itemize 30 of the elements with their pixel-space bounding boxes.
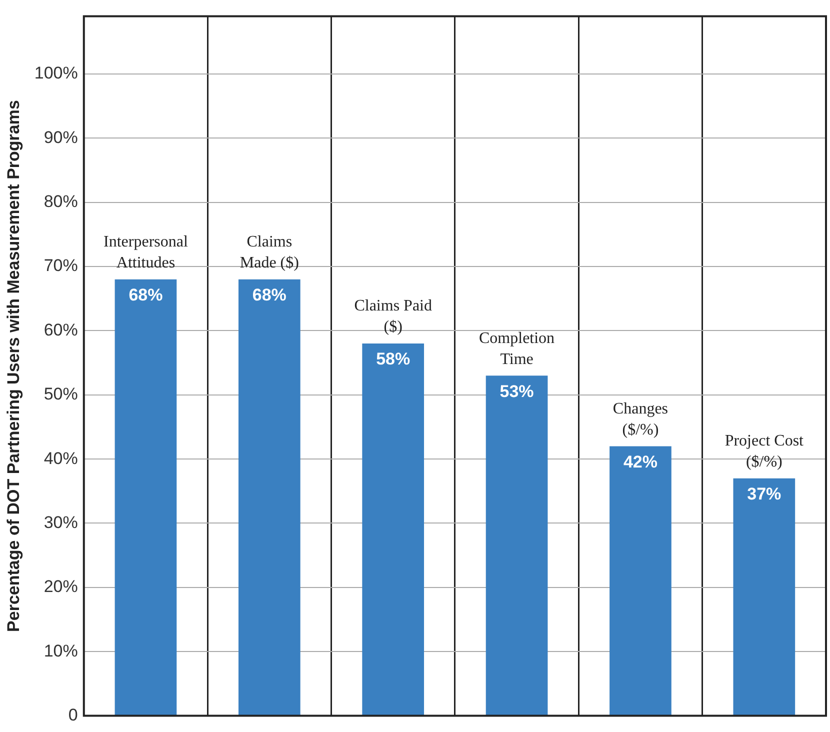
y-tick-label: 30% xyxy=(44,512,78,532)
y-tick-label: 50% xyxy=(44,384,78,404)
bar xyxy=(362,344,424,716)
data-label: 53% xyxy=(500,382,534,401)
y-tick-label: 0 xyxy=(68,705,78,724)
y-tick-label: 20% xyxy=(44,577,78,596)
x-tick-label: Claims Made ($) xyxy=(240,234,299,272)
y-tick-label: 90% xyxy=(44,128,78,147)
x-tick-label: Project Cost ($/%) xyxy=(724,432,804,471)
data-label: 68% xyxy=(252,286,286,305)
y-axis-title: Percentage of DOT Partnering Users with Measurement Programs xyxy=(4,100,23,632)
y-tick-label: 60% xyxy=(44,320,78,340)
bar xyxy=(733,478,796,716)
bar xyxy=(610,446,672,716)
y-tick-label: 70% xyxy=(44,256,78,276)
y-tick-label: 10% xyxy=(44,641,78,660)
data-label: 68% xyxy=(128,286,163,305)
bar xyxy=(114,279,177,716)
x-tick-label: Interpersonal Attitudes xyxy=(104,234,188,272)
x-tick-label: Claims Paid ($) xyxy=(354,298,432,336)
data-label: 42% xyxy=(623,452,658,472)
y-tick-label: 40% xyxy=(44,448,78,468)
y-tick-label: 100% xyxy=(34,64,78,83)
y-tick-label: 80% xyxy=(44,192,78,212)
x-tick-label: Completion Time xyxy=(479,330,555,368)
data-label: 58% xyxy=(376,350,410,369)
bar xyxy=(486,376,548,716)
data-label: 37% xyxy=(747,484,782,504)
bar xyxy=(238,279,300,716)
x-tick-label: Changes ($/%) xyxy=(612,400,668,438)
